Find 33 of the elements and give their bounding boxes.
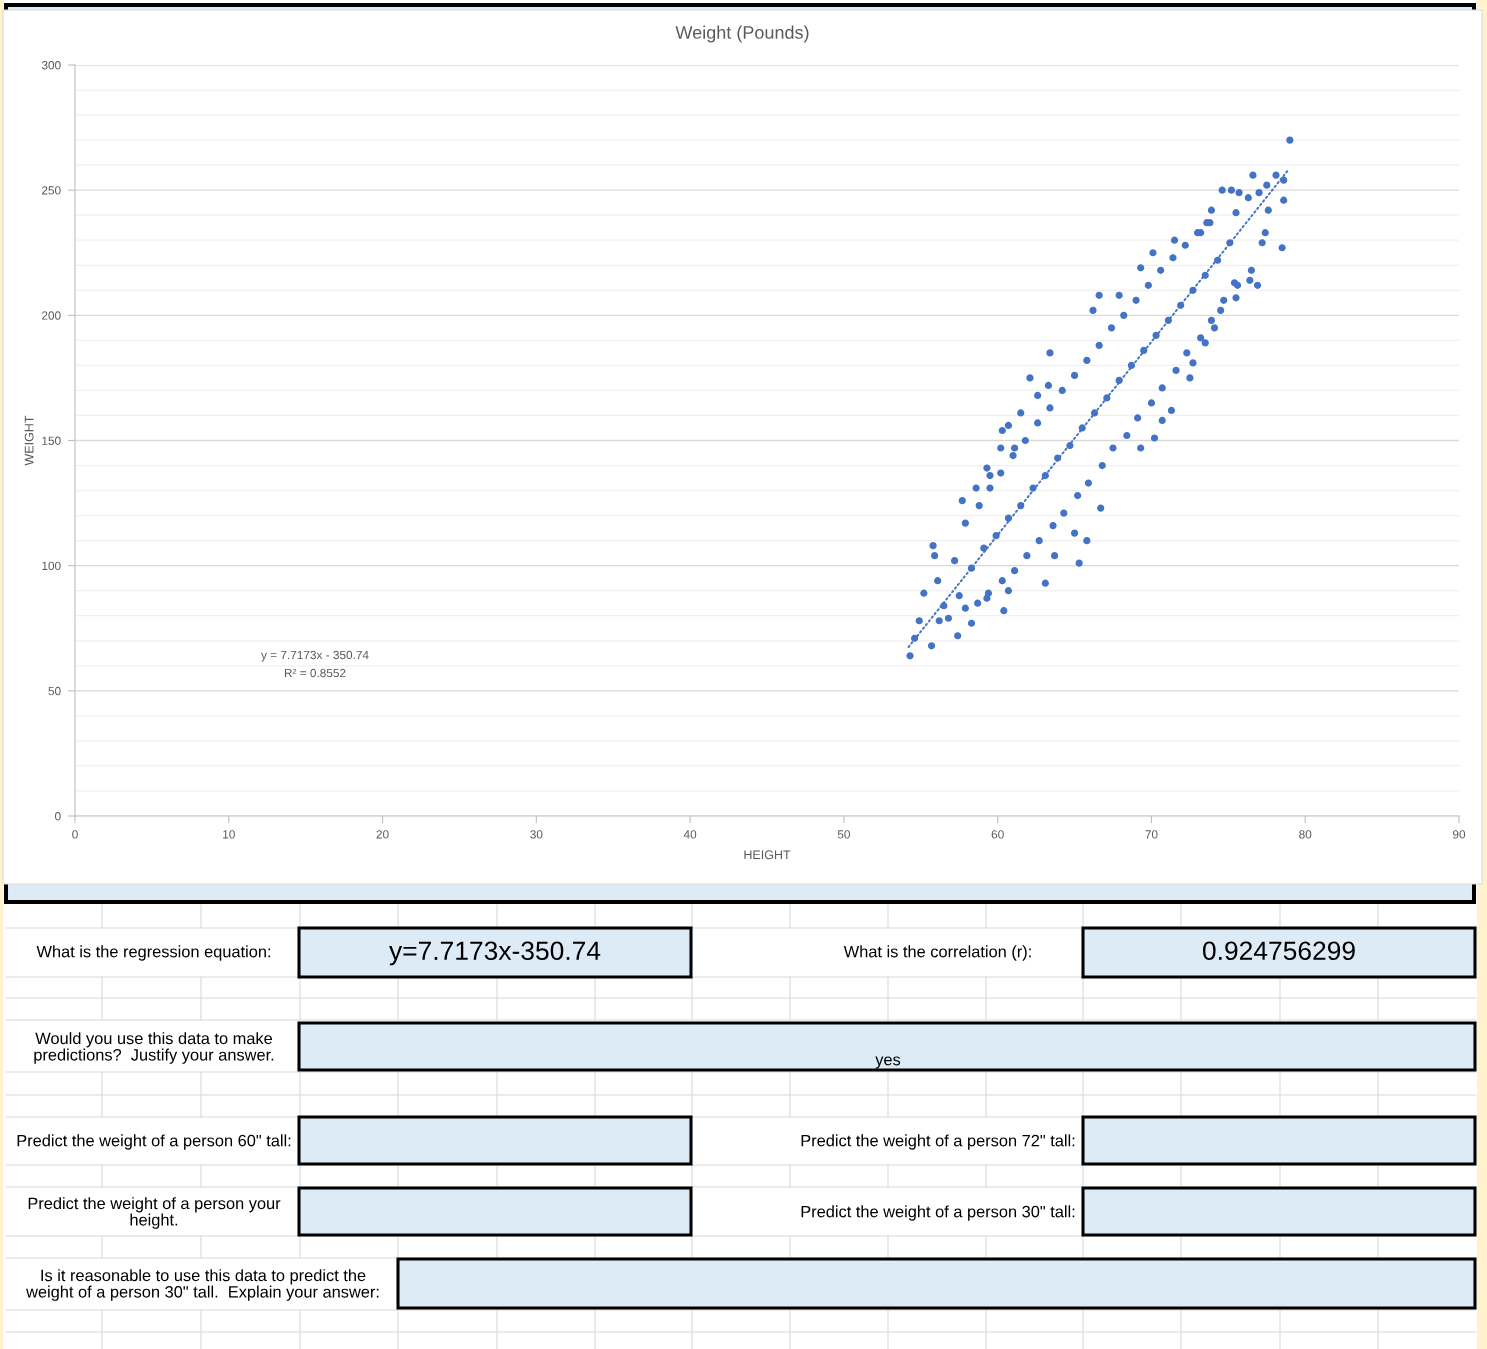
y-axis-title: WEIGHT — [24, 415, 34, 466]
x-tick-label: 20 — [376, 830, 389, 839]
x-tick-label: 80 — [1299, 830, 1312, 839]
y-tick-label: 50 — [48, 686, 61, 696]
x-tick-label: 40 — [683, 830, 697, 839]
y-tick-label: 200 — [42, 311, 61, 320]
x-tick-label: 30 — [530, 830, 543, 839]
x-tick-label: 10 — [223, 830, 235, 839]
text: Predict the weight of a person 60" tall: — [17, 1134, 291, 1150]
chart-title: Weight (Pounds) — [675, 25, 809, 43]
x-tick-label: 70 — [1145, 830, 1158, 839]
x-tick-label: 60 — [991, 830, 1004, 839]
y-tick-label: 100 — [42, 561, 61, 571]
text: What is the correlation (r): — [843, 945, 1031, 961]
text: Predict the weight of a person your height. — [28, 1197, 281, 1229]
x-tick-label: 90 — [1452, 830, 1466, 839]
y-tick-label: 0 — [55, 812, 61, 821]
text: Is it reasonable to use this data to predict the weight of a person 30" tall. Explain your answer: — [26, 1269, 379, 1301]
text: Would you use this data to make predictions? Justify your answer. — [34, 1032, 274, 1064]
text: yes — [875, 1056, 901, 1069]
text: y=7.7173x-350.74 — [389, 941, 601, 966]
annotation: R² = 0.8552 — [284, 668, 346, 678]
y-tick-label: 150 — [42, 436, 61, 445]
text: Predict the weight of a person 72" tall: — [801, 1134, 1075, 1150]
text: Predict the weight of a person 30" tall: — [801, 1205, 1075, 1221]
x-axis-title: HEIGHT — [744, 850, 791, 860]
y-tick-label: 300 — [41, 61, 61, 70]
text: 0.924756299 — [1202, 941, 1355, 961]
annotation: y = 7.7173x - 350.74 — [261, 650, 369, 662]
x-tick-label: 50 — [837, 830, 850, 839]
x-tick-label: 0 — [72, 830, 78, 839]
text: What is the regression equation: — [36, 945, 271, 961]
y-tick-label: 250 — [42, 186, 61, 195]
